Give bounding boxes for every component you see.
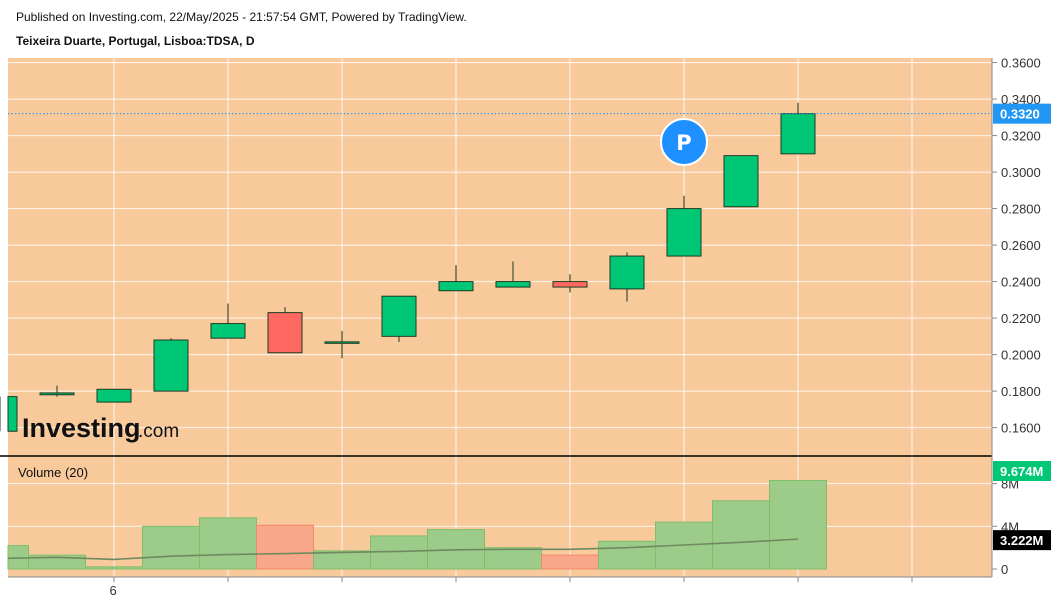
volume-ma-badge-bg	[993, 530, 1051, 551]
last-price-badge-bg	[993, 103, 1051, 124]
volume-tick-label: 0	[1001, 562, 1008, 577]
volume-ma-line	[7, 538, 799, 561]
time-tick-label: 6	[110, 583, 117, 598]
price-tick-label: 0.1800	[1001, 384, 1041, 399]
last-volume-badge-bg	[993, 461, 1051, 481]
chart-background	[8, 58, 992, 577]
candle-body	[7, 396, 18, 432]
volume-bar	[85, 566, 143, 570]
price-tick-label: 0.1600	[1001, 421, 1041, 436]
volume-bar	[484, 547, 542, 570]
candle-body	[495, 281, 531, 288]
candle-body	[96, 388, 132, 403]
volume-bar	[256, 524, 314, 570]
volume-bar	[712, 500, 770, 570]
volume-bar	[142, 525, 200, 570]
marker-label: P	[676, 131, 691, 155]
price-tick-label: 0.2000	[1001, 348, 1041, 363]
symbol-title: Teixeira Duarte, Portugal, Lisboa:TDSA, …	[16, 34, 255, 48]
time-axis: 6	[110, 577, 913, 598]
price-axis: 0.1600 0.1800 0.2000 0.2200 0.2400 0.2600 0.28…	[992, 56, 1041, 436]
volume-title: Volume (20)	[18, 465, 88, 480]
candle-body	[438, 281, 474, 292]
price-tick-label: 0.3000	[1001, 165, 1041, 180]
volume-bar	[199, 517, 257, 570]
volume-bars	[7, 479, 827, 570]
candle-body	[552, 281, 588, 288]
watermark-suffix: .com	[138, 421, 179, 442]
candle-body	[153, 339, 189, 392]
price-tick-label: 0.3600	[1001, 56, 1041, 71]
p-circle-icon[interactable]: P	[660, 118, 708, 166]
price-tick-label: 0.2200	[1001, 311, 1041, 326]
price-tick-label: 0.2400	[1001, 275, 1041, 290]
candle-body	[210, 323, 246, 339]
volume-bar	[598, 540, 656, 570]
price-tick-label: 0.2800	[1001, 202, 1041, 217]
candle-body	[39, 392, 75, 396]
price-tick-label: 0.2600	[1001, 238, 1041, 253]
volume-bar	[541, 554, 599, 570]
candle-body	[780, 113, 816, 155]
investing-watermark: Investing .com	[22, 413, 179, 443]
volume-bar	[769, 479, 827, 570]
published-info: Published on Investing.com, 22/May/2025 …	[16, 10, 467, 24]
candle-body	[381, 295, 417, 337]
watermark-brand: Investing	[22, 413, 141, 443]
volume-ma-badge: 3.222M	[1000, 533, 1043, 548]
candle-body	[723, 155, 759, 208]
last-volume-badge: 9.674M	[1000, 464, 1043, 479]
last-price-badge: 0.3320	[1000, 107, 1040, 122]
candle-body	[609, 255, 645, 290]
price-tick-label: 0.3400	[1001, 92, 1041, 107]
candle-body	[324, 341, 360, 344]
candle-body	[666, 208, 702, 257]
axis-badges: 0.3320 9.674M 3.222M	[993, 103, 1051, 551]
candle-body	[267, 312, 303, 354]
candles	[0, 102, 816, 432]
price-tick-label: 0.3200	[1001, 129, 1041, 144]
